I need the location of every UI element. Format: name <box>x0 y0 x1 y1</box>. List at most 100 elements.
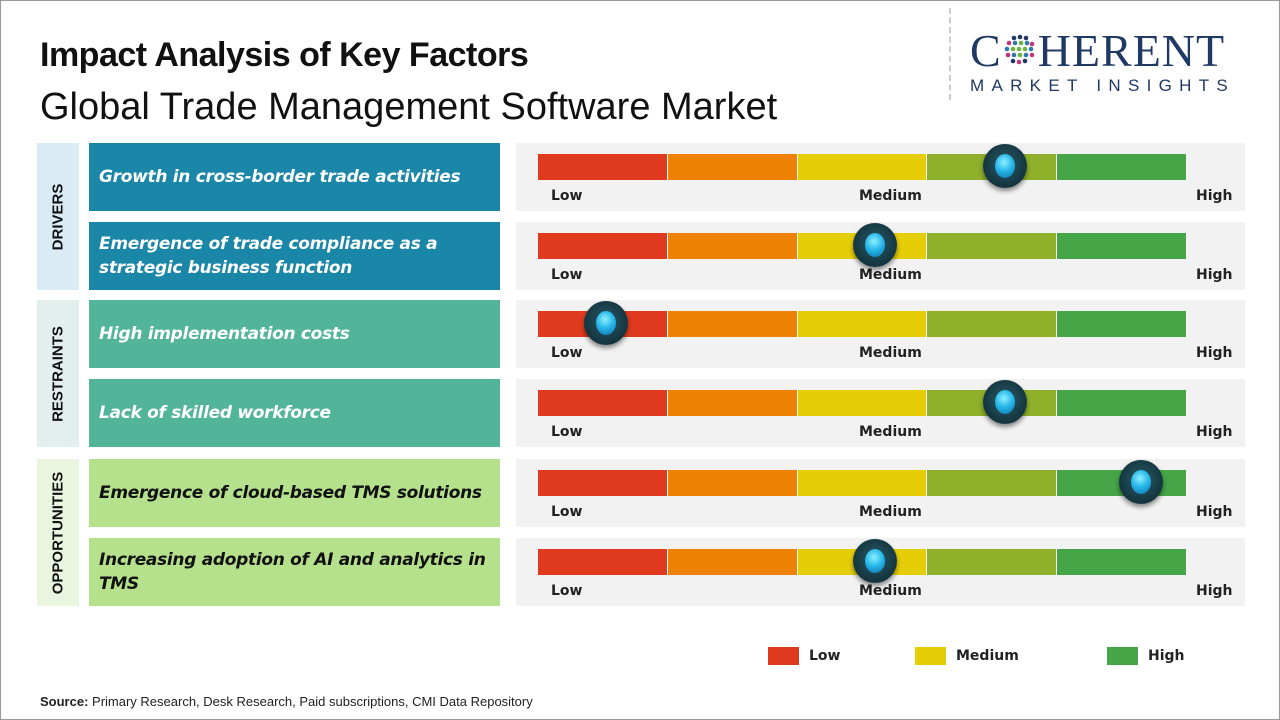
scale-segment <box>927 549 1058 575</box>
impact-scale-bar <box>538 390 1186 416</box>
scale-label-low: Low <box>551 504 583 520</box>
source-label: Source: <box>40 694 89 709</box>
impact-gauge: Low Medium High <box>516 300 1245 368</box>
scale-label-high: High <box>1196 504 1233 520</box>
scale-segment <box>797 390 928 416</box>
scale-segment <box>667 154 798 180</box>
category-restraints: RESTRAINTS <box>37 300 79 447</box>
scale-label-high: High <box>1196 424 1233 440</box>
legend-label: Low <box>809 648 841 664</box>
scale-segment <box>667 311 798 337</box>
factor-label: Lack of skilled workforce <box>89 379 500 447</box>
impact-gauge: Low Medium High <box>516 143 1245 211</box>
category-label: RESTRAINTS <box>49 325 67 422</box>
logo-dot <box>1017 52 1022 58</box>
impact-gauge: Low Medium High <box>516 459 1245 527</box>
logo-dot <box>1024 40 1029 46</box>
impact-marker-knob <box>1118 460 1163 504</box>
factor-label: Emergence of cloud-based TMS solutions <box>89 459 500 527</box>
scale-segment <box>797 311 928 337</box>
impact-marker-knob <box>982 380 1027 424</box>
scale-label-low: Low <box>551 345 583 361</box>
impact-scale-bar <box>538 154 1186 180</box>
legend-item-high: High <box>1107 647 1185 665</box>
logo-tagline: MARKET INSIGHTS <box>970 76 1236 95</box>
scale-label-medium: Medium <box>859 504 922 520</box>
logo-dot <box>1004 46 1009 52</box>
category-drivers: DRIVERS <box>37 143 79 290</box>
logo-dot <box>1029 52 1034 58</box>
scale-segment <box>667 470 798 496</box>
scale-segment <box>538 549 668 575</box>
scale-segment <box>667 549 798 575</box>
factor-label: High implementation costs <box>89 300 500 368</box>
logo-dot <box>1006 40 1011 46</box>
scale-segment <box>538 390 668 416</box>
logo-dot <box>1028 46 1033 52</box>
legend-swatch <box>768 647 799 665</box>
scale-segment <box>667 390 798 416</box>
factor-label: Growth in cross-border trade activities <box>89 143 500 211</box>
legend-swatch <box>915 647 946 665</box>
scale-segment <box>1057 549 1186 575</box>
impact-marker-knob <box>852 539 897 583</box>
scale-label-low: Low <box>551 583 583 599</box>
scale-segment <box>1057 390 1186 416</box>
logo-dot <box>1010 46 1015 52</box>
logo-dot <box>1022 58 1027 64</box>
source-text: Primary Research, Desk Research, Paid su… <box>88 694 533 709</box>
scale-segment <box>927 470 1058 496</box>
logo-letters: HERENT <box>1037 25 1226 76</box>
scale-segment <box>1057 154 1186 180</box>
globe-dots-icon <box>1004 34 1034 65</box>
scale-label-medium: Medium <box>859 583 922 599</box>
legend-label: Medium <box>956 648 1019 664</box>
legend-item-low: Low <box>768 647 840 665</box>
legend-swatch <box>1107 647 1138 665</box>
legend-item-medium: Medium <box>915 647 1019 665</box>
scale-segment <box>927 233 1058 259</box>
logo-dot <box>1017 34 1022 40</box>
scale-segment <box>927 311 1058 337</box>
logo-dot <box>1012 40 1017 46</box>
page-subtitle: Global Trade Management Software Market <box>40 86 778 128</box>
logo-dot <box>1023 52 1028 58</box>
page-title: Impact Analysis of Key Factors <box>40 36 529 74</box>
logo-wordmark: C HERENT <box>970 28 1260 74</box>
impact-gauge: Low Medium High <box>516 222 1245 290</box>
impact-marker-knob <box>982 144 1027 188</box>
impact-scale-bar <box>538 311 1186 337</box>
category-label: OPPORTUNITIES <box>49 471 67 594</box>
impact-marker-knob <box>852 223 897 267</box>
factor-label: Increasing adoption of AI and analytics … <box>89 538 500 606</box>
impact-gauge: Low Medium High <box>516 379 1245 447</box>
scale-segment <box>797 154 928 180</box>
logo-letter-c: C <box>970 25 1002 76</box>
scale-label-medium: Medium <box>859 188 922 204</box>
impact-gauge: Low Medium High <box>516 538 1245 606</box>
source-note: Source: Primary Research, Desk Research,… <box>40 694 533 709</box>
impact-scale-bar <box>538 470 1186 496</box>
scale-segment <box>1057 311 1186 337</box>
scale-segment <box>538 470 668 496</box>
scale-segment <box>667 233 798 259</box>
category-label: DRIVERS <box>49 183 67 250</box>
company-logo: C HERENT MARKET INSIGHTS <box>970 28 1260 96</box>
scale-label-high: High <box>1196 583 1233 599</box>
logo-dot <box>1029 41 1034 47</box>
scale-label-low: Low <box>551 188 583 204</box>
logo-dot <box>1016 59 1021 65</box>
scale-segment <box>1057 233 1186 259</box>
scale-segment <box>538 154 668 180</box>
scale-label-low: Low <box>551 267 583 283</box>
scale-label-medium: Medium <box>859 345 922 361</box>
legend-label: High <box>1148 648 1185 664</box>
logo-dot <box>1016 46 1021 52</box>
logo-dot <box>1011 35 1016 41</box>
logo-dot <box>1010 58 1015 64</box>
logo-dot <box>1018 40 1023 46</box>
factor-label: Emergence of trade compliance as a strat… <box>89 222 500 290</box>
scale-label-medium: Medium <box>859 424 922 440</box>
scale-label-high: High <box>1196 345 1233 361</box>
scale-segment <box>797 470 928 496</box>
